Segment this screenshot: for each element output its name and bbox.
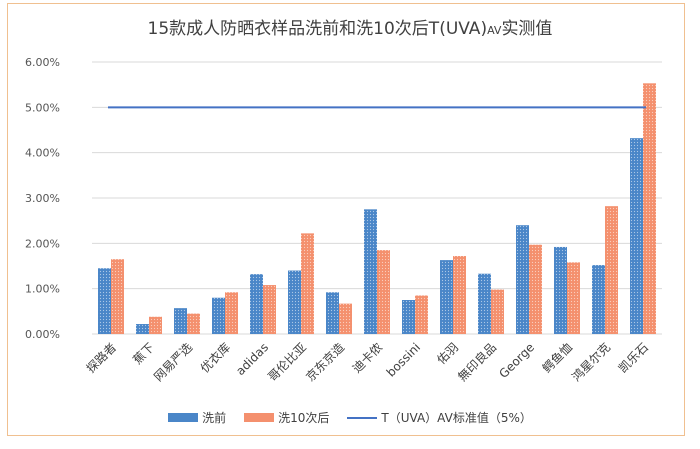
- bar-after-wash: [149, 316, 162, 334]
- x-category-label: 哥伦比亚: [265, 340, 310, 385]
- bar-before-wash: [592, 265, 605, 334]
- legend-item-standard: T（UVA）AV标准值（5%）: [347, 409, 532, 426]
- bar-after-wash: [263, 285, 276, 334]
- chart-frame: [7, 3, 685, 436]
- x-category-label: 蕉下: [130, 340, 157, 367]
- bar-before-wash: [326, 292, 339, 334]
- bar-before-wash: [98, 268, 111, 334]
- legend-swatch-standard: [347, 416, 378, 419]
- bar-before-wash: [174, 308, 187, 334]
- legend-label-before-wash: 洗前: [202, 411, 227, 425]
- legend-swatch-after-wash: [244, 413, 275, 422]
- x-category-label: George: [496, 340, 537, 381]
- bar-after-wash: [643, 83, 656, 334]
- bar-after-wash: [187, 313, 200, 334]
- bar-before-wash: [402, 300, 415, 334]
- bar-before-wash: [554, 246, 567, 334]
- bar-after-wash: [301, 233, 314, 334]
- x-category-label: 网易严选: [151, 340, 195, 384]
- bar-after-wash: [339, 303, 352, 334]
- y-tick-label: 5.00%: [25, 101, 60, 114]
- legend-item-after-wash: 洗10次后: [244, 409, 329, 426]
- x-category-label: 探路者: [83, 340, 119, 376]
- bar-before-wash: [630, 138, 643, 334]
- bar-after-wash: [377, 250, 390, 334]
- bar-after-wash: [491, 289, 504, 334]
- y-tick-label: 6.00%: [25, 56, 60, 69]
- bar-before-wash: [136, 324, 149, 334]
- x-category-label: 佑羽: [434, 340, 461, 367]
- y-tick-label: 0.00%: [25, 328, 60, 341]
- bar-after-wash: [415, 295, 428, 334]
- x-category-label: 無印良品: [455, 340, 500, 385]
- x-category-label: 凯乐石: [616, 340, 651, 375]
- y-tick-label: 1.00%: [25, 283, 60, 296]
- bar-before-wash: [212, 297, 225, 334]
- legend: 洗前 洗10次后 T（UVA）AV标准值（5%）: [0, 409, 700, 426]
- bar-before-wash: [440, 260, 453, 334]
- y-tick-label: 2.00%: [25, 237, 60, 250]
- bar-after-wash: [605, 206, 618, 334]
- bar-after-wash: [529, 244, 542, 334]
- bar-before-wash: [288, 270, 301, 334]
- bar-after-wash: [567, 262, 580, 334]
- chart-title: 15款成人防晒衣样品洗前和洗10次后T(UVA)AV实测值: [147, 19, 553, 39]
- y-tick-label: 3.00%: [25, 192, 60, 205]
- x-category-label: 迪卡侬: [350, 340, 385, 375]
- legend-swatch-before-wash: [168, 413, 199, 422]
- x-category-label: 鳄鱼恤: [540, 340, 575, 375]
- x-category-label: 优衣库: [197, 340, 233, 376]
- x-category-label: bossini: [384, 340, 423, 379]
- x-category-label: 京东京造: [303, 340, 347, 384]
- bar-after-wash: [111, 259, 124, 334]
- bar-before-wash: [516, 225, 529, 334]
- legend-label-standard: T（UVA）AV标准值（5%）: [381, 411, 532, 425]
- x-category-label: adidas: [233, 340, 271, 378]
- bar-before-wash: [364, 209, 377, 334]
- legend-label-after-wash: 洗10次后: [278, 411, 330, 425]
- bar-after-wash: [453, 256, 466, 334]
- y-tick-label: 4.00%: [25, 147, 60, 160]
- legend-item-before-wash: 洗前: [168, 409, 226, 426]
- bar-before-wash: [250, 274, 263, 334]
- x-category-label: 鸿星尔克: [569, 340, 614, 385]
- bar-before-wash: [478, 273, 491, 334]
- bar-after-wash: [225, 292, 238, 334]
